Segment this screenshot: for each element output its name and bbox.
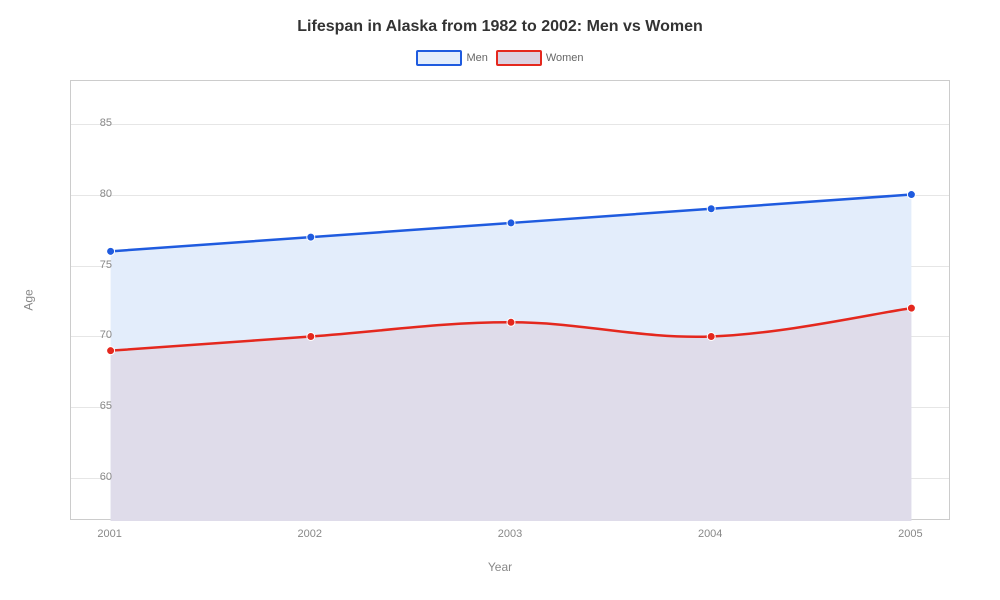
x-tick-label: 2003	[498, 528, 522, 540]
legend-label: Women	[546, 52, 584, 64]
legend-item-women[interactable]: Women	[496, 50, 584, 66]
data-point-women[interactable]	[907, 304, 915, 312]
y-tick-label: 85	[72, 117, 112, 129]
data-point-men[interactable]	[707, 205, 715, 213]
y-tick-label: 60	[72, 471, 112, 483]
chart-title: Lifespan in Alaska from 1982 to 2002: Me…	[0, 18, 1000, 36]
legend-swatch-icon	[416, 50, 462, 66]
y-tick-label: 70	[72, 329, 112, 341]
legend-swatch-icon	[496, 50, 542, 66]
x-tick-label: 2001	[97, 528, 121, 540]
data-point-women[interactable]	[707, 332, 715, 340]
x-tick-label: 2002	[298, 528, 322, 540]
data-point-men[interactable]	[507, 219, 515, 227]
data-point-women[interactable]	[107, 347, 115, 355]
data-point-women[interactable]	[507, 318, 515, 326]
plot-area	[70, 80, 950, 520]
x-axis-label: Year	[0, 560, 1000, 574]
data-point-men[interactable]	[107, 247, 115, 255]
data-point-men[interactable]	[307, 233, 315, 241]
legend-item-men[interactable]: Men	[416, 50, 487, 66]
data-point-men[interactable]	[907, 191, 915, 199]
y-tick-label: 65	[72, 400, 112, 412]
chart-container: Lifespan in Alaska from 1982 to 2002: Me…	[0, 0, 1000, 600]
y-tick-label: 80	[72, 188, 112, 200]
data-point-women[interactable]	[307, 332, 315, 340]
legend: Men Women	[0, 50, 1000, 66]
x-tick-label: 2004	[698, 528, 722, 540]
y-tick-label: 75	[72, 259, 112, 271]
chart-svg	[71, 81, 949, 519]
x-tick-label: 2005	[898, 528, 922, 540]
y-axis-label: Age	[22, 289, 36, 310]
legend-label: Men	[466, 52, 487, 64]
